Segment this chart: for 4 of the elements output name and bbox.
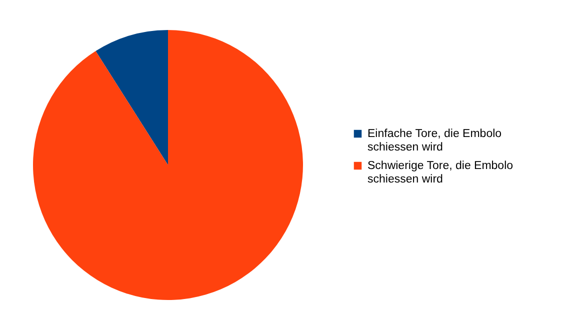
pie-slice xyxy=(33,30,303,300)
legend-label: Schwierige Tore, die Embolo schiessen wird xyxy=(368,160,514,186)
pie-slice xyxy=(96,30,168,165)
legend-label: Einfache Tore, die Embolo schiessen wird xyxy=(368,128,502,154)
